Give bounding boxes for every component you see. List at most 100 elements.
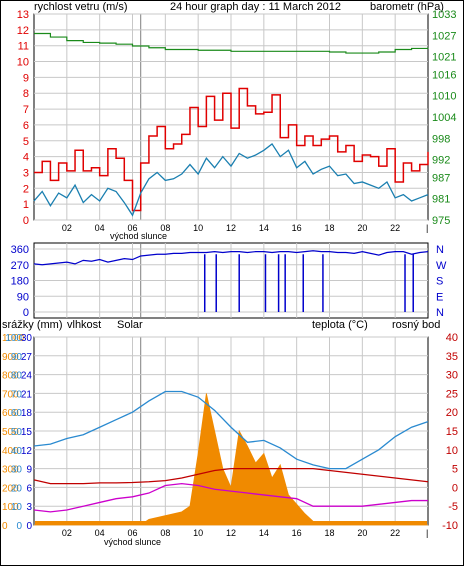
time-tick-label-1: 04 — [95, 223, 105, 233]
humidity-tick-label: 10 — [11, 502, 23, 513]
humidity-axis-title: vlhkost — [67, 319, 101, 331]
temperature-tick-label: 35 — [446, 351, 458, 363]
barometer-tick-label: 1027 — [432, 30, 456, 42]
time-tick-label-1: 16 — [292, 223, 302, 233]
wind-tick-label: 11 — [18, 41, 29, 53]
time-tick-label-3: 10 — [193, 528, 203, 538]
wind-axis-title: rychlost vetru (m/s) — [34, 1, 128, 13]
temperature-axis-title: teplota (°C) — [312, 319, 368, 331]
humidity-tick-label: 80 — [11, 371, 23, 382]
wind-tick-label: 13 — [17, 9, 29, 21]
humidity-tick-label: 100 — [5, 333, 22, 344]
humidity-tick-label: 40 — [11, 446, 23, 457]
time-tick-label-1: 22 — [390, 223, 400, 233]
temperature-tick-label: 5 — [452, 464, 458, 476]
rain-tick-label: 18 — [21, 408, 33, 419]
time-tick-label-1: 20 — [357, 223, 367, 233]
dewpoint-axis-title: rosný bod — [392, 319, 440, 331]
rain-tick-label: 9 — [26, 465, 32, 476]
barometer-tick-label: 992 — [432, 155, 450, 167]
solar-tick-label: 100 — [2, 502, 19, 513]
humidity-tick-label: 70 — [11, 389, 23, 400]
solar-tick-label: 500 — [2, 427, 19, 438]
direction-tick-label: 0 — [23, 307, 29, 319]
temperature-tick-label: 20 — [446, 407, 458, 419]
barometer-tick-label: 1010 — [432, 91, 456, 103]
temperature-tick-label: -10 — [442, 520, 458, 532]
wind-gust-line — [34, 87, 429, 212]
temperature-tick-label: 0 — [452, 482, 458, 494]
time-tick-label-1: 02 — [62, 223, 72, 233]
cardinal-label: N — [436, 307, 444, 319]
humidity-tick-label: 50 — [11, 427, 23, 438]
temperature-line — [33, 467, 429, 485]
barometer-tick-label: 981 — [432, 194, 450, 206]
time-tick-label-3: 20 — [357, 528, 367, 538]
rain-tick-label: 21 — [21, 389, 33, 400]
wind-tick-label: 3 — [23, 167, 29, 179]
barometer-tick-label: 1016 — [432, 69, 456, 81]
barometer-tick-label: 1033 — [432, 9, 456, 21]
direction-tick-label: 360 — [11, 244, 29, 256]
humidity-tick-label: 20 — [11, 483, 23, 494]
solar-tick-label: 400 — [2, 446, 19, 457]
sunrise-label-top: východ slunce — [110, 231, 167, 241]
rain-tick-label: 12 — [21, 446, 33, 457]
temperature-tick-label: 15 — [446, 426, 458, 438]
solar-tick-label: 1000 — [2, 333, 25, 344]
barometer-tick-label: 987 — [432, 172, 450, 184]
wind-tick-label: 1 — [23, 199, 29, 211]
barometer-tick-label: 998 — [432, 133, 450, 145]
direction-tick-label: 180 — [11, 276, 29, 288]
wind-tick-label: 8 — [23, 88, 29, 100]
humidity-tick-label: 60 — [11, 408, 23, 419]
wind-tick-label: 12 — [17, 25, 29, 37]
barometer-line — [34, 32, 429, 54]
barometer-axis-title: barometr (hPa) — [370, 1, 444, 13]
cardinal-label: E — [436, 291, 443, 303]
humidity-tick-label: 30 — [11, 465, 23, 476]
direction-tick-label: 270 — [11, 260, 29, 272]
wind-tick-label: 5 — [23, 136, 29, 148]
solar-axis-title: Solar — [117, 319, 143, 331]
wind-tick-label: 4 — [23, 152, 29, 164]
solar-tick-label: 300 — [2, 465, 19, 476]
rain-tick-label: 3 — [26, 502, 32, 513]
cardinal-label: S — [436, 276, 443, 288]
wind-direction-line — [33, 250, 429, 266]
time-tick-label-3: 02 — [62, 528, 72, 538]
direction-tick-label: 90 — [17, 291, 29, 303]
time-tick-label-3: 22 — [390, 528, 400, 538]
solar-tick-label: 600 — [2, 408, 19, 419]
time-tick-label-3: 12 — [226, 528, 236, 538]
humidity-tick-label: 0 — [16, 521, 22, 532]
wind-average-line — [33, 142, 429, 217]
wind-tick-label: 0 — [23, 215, 29, 227]
solar-tick-label: 700 — [2, 389, 19, 400]
temperature-tick-label: 40 — [446, 332, 458, 344]
temperature-tick-label: -5 — [448, 501, 458, 513]
rain-tick-label: 24 — [21, 371, 33, 382]
wind-tick-label: 7 — [23, 104, 29, 116]
time-tick-label-1: 06 — [127, 223, 137, 233]
temperature-tick-label: 30 — [446, 370, 458, 382]
time-tick-label-3: 16 — [292, 528, 302, 538]
solar-tick-label: 0 — [2, 521, 8, 532]
time-tick-label-1: 12 — [226, 223, 236, 233]
rain-tick-label: 0 — [26, 521, 32, 532]
solar-tick-label: 800 — [2, 371, 19, 382]
rain-tick-label: 27 — [21, 352, 33, 363]
time-tick-label-3: 06 — [127, 528, 137, 538]
humidity-line — [33, 390, 429, 470]
sunrise-label-bottom: východ slunce — [104, 537, 161, 547]
wind-tick-label: 9 — [23, 72, 29, 84]
rain-tick-label: 15 — [21, 427, 33, 438]
time-tick-label-1: 10 — [193, 223, 203, 233]
solar-baseline — [35, 521, 427, 525]
graph-title: 24 hour graph day : 11 March 2012 — [170, 1, 341, 13]
barometer-tick-label: 1004 — [432, 112, 456, 124]
cardinal-label: N — [436, 244, 444, 256]
time-tick-label-3: 08 — [160, 528, 170, 538]
rain-axis-title: srážky (mm) — [2, 319, 63, 331]
